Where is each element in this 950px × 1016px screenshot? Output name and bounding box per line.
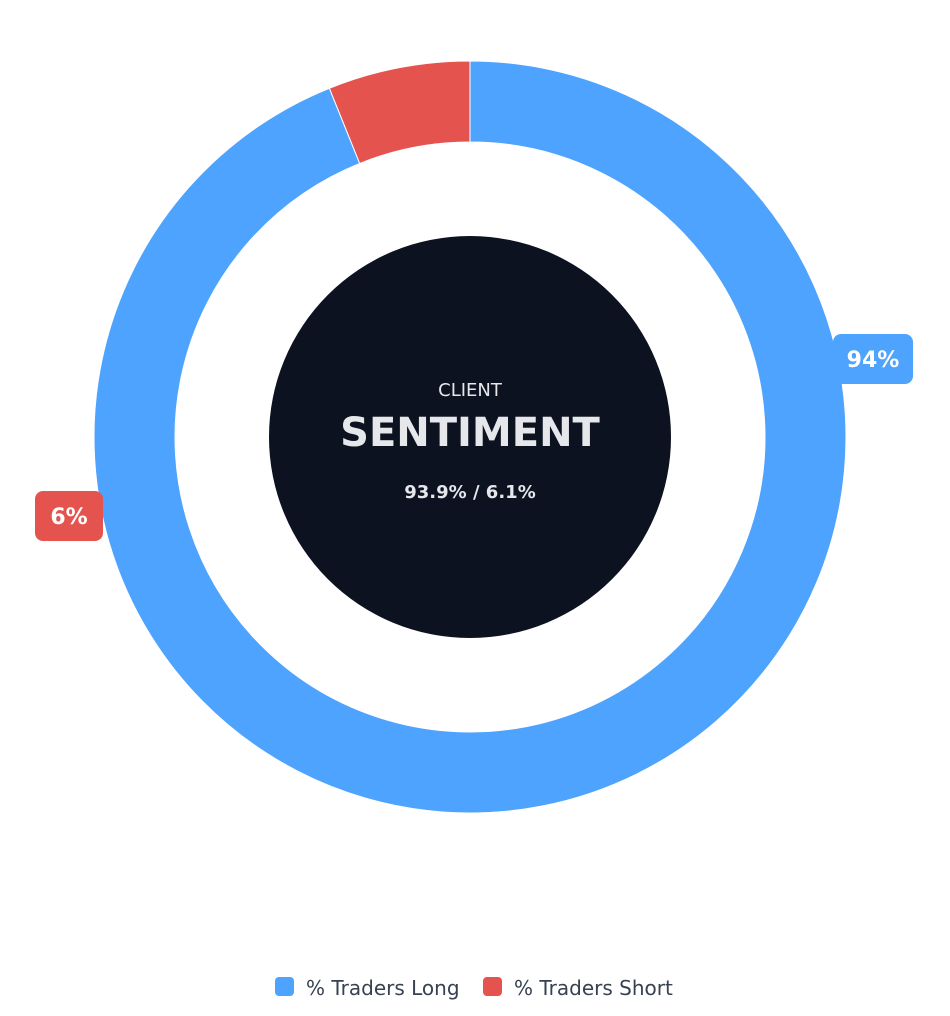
- legend-swatch-long: [275, 977, 294, 996]
- legend-item-long[interactable]: % Traders Long: [275, 976, 460, 1000]
- center-values: 93.9% / 6.1%: [404, 482, 535, 503]
- data-label-short-text: 6%: [50, 505, 87, 530]
- data-label-short: 6%: [35, 491, 103, 541]
- donut-slice-long[interactable]: [93, 60, 847, 814]
- center-title: SENTIMENT: [340, 410, 600, 456]
- donut-slice-short[interactable]: [328, 60, 471, 165]
- data-label-long-text: 94%: [847, 348, 900, 373]
- legend-label-long[interactable]: % Traders Long: [306, 976, 460, 1000]
- center-disc: [269, 236, 671, 638]
- donut-slices: [93, 60, 847, 814]
- legend-swatch-short: [483, 977, 502, 996]
- legend: % Traders Long % Traders Short: [275, 976, 673, 1000]
- center-subtitle: CLIENT: [438, 380, 503, 401]
- data-labels: 94% 6%: [35, 334, 913, 541]
- data-label-long: 94%: [833, 334, 913, 384]
- data-label-long-box: [833, 334, 913, 384]
- data-label-short-box: [35, 491, 103, 541]
- legend-label-short[interactable]: % Traders Short: [514, 976, 673, 1000]
- legend-item-short[interactable]: % Traders Short: [483, 976, 673, 1000]
